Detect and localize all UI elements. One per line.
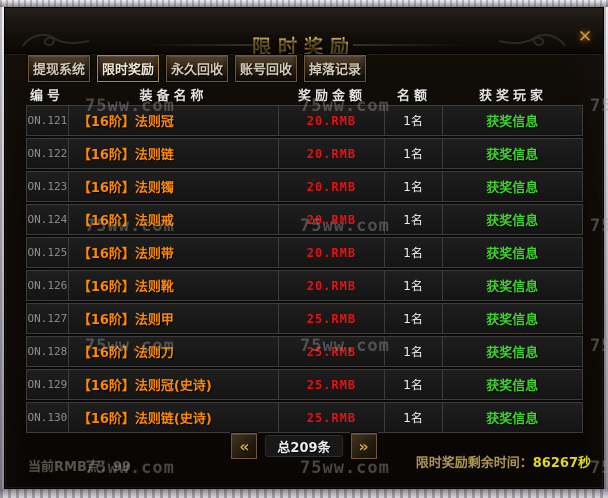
window-frame-top <box>0 0 608 7</box>
row-id: ON.128 <box>27 337 69 366</box>
header-reward-amount: 奖励金额 <box>297 89 366 104</box>
reward-amount: 20.RMB <box>279 238 385 267</box>
equipment-name: 【16阶】法则靴 <box>69 271 280 300</box>
equipment-name: 【16阶】法则刀 <box>69 337 280 366</box>
equipment-name: 【16阶】法则带 <box>69 238 280 267</box>
table-row: ON.122 【16阶】法则链 20.RMB 1名 获奖信息 <box>26 138 583 169</box>
reward-amount: 20.RMB <box>279 205 385 234</box>
equipment-name: 【16阶】法则甲 <box>69 304 280 333</box>
table-header: 编号 装备名称 奖励金额 名额 获奖玩家 <box>26 85 583 104</box>
header-equipment-name: 装备名称 <box>139 89 208 104</box>
table-row: ON.121 【16阶】法则冠 20.RMB 1名 获奖信息 <box>26 105 583 136</box>
title-divider-left <box>143 44 255 46</box>
row-id: ON.122 <box>27 139 69 168</box>
title-bar: 限时奖励 <box>5 8 603 58</box>
quota: 1名 <box>385 205 443 234</box>
scroll-ornament-right <box>498 33 566 47</box>
winner-info-link[interactable]: 获奖信息 <box>486 412 539 427</box>
row-id: ON.124 <box>27 205 69 234</box>
quota: 1名 <box>385 139 443 168</box>
scroll-ornament-left <box>22 33 90 47</box>
table-body: ON.121 【16阶】法则冠 20.RMB 1名 获奖信息 ON.122 【1… <box>26 105 583 433</box>
window-frame-bottom <box>0 489 608 498</box>
winner-info-link[interactable]: 获奖信息 <box>486 313 539 328</box>
winner-info-link[interactable]: 获奖信息 <box>486 214 539 229</box>
row-id: ON.129 <box>27 370 69 399</box>
winner-info-link[interactable]: 获奖信息 <box>486 346 539 361</box>
table-row: ON.126 【16阶】法则靴 20.RMB 1名 获奖信息 <box>26 270 583 301</box>
window-title: 限时奖励 <box>5 32 603 59</box>
row-id: ON.127 <box>27 304 69 333</box>
total-count-label: 总209条 <box>265 435 343 457</box>
window-frame-right <box>604 7 608 489</box>
quota: 1名 <box>385 106 443 135</box>
row-id: ON.126 <box>27 271 69 300</box>
header-quota: 名额 <box>396 89 431 104</box>
tab-permanent-recycle[interactable]: 永久回收 <box>165 54 229 83</box>
remaining-time: 限时奖励剩余时间：86267秒 <box>416 452 591 471</box>
table-row: ON.127 【16阶】法则甲 25.RMB 1名 获奖信息 <box>26 303 583 334</box>
reward-amount: 25.RMB <box>279 403 385 432</box>
header-winner: 获奖玩家 <box>478 89 547 104</box>
table-row: ON.125 【16阶】法则带 20.RMB 1名 获奖信息 <box>26 237 583 268</box>
row-id: ON.123 <box>27 172 69 201</box>
current-rmb-points: 当前RMB点：99 <box>28 460 131 475</box>
remaining-time-value: 86267秒 <box>532 456 591 471</box>
reward-amount: 25.RMB <box>279 337 385 366</box>
equipment-name: 【16阶】法则镯 <box>69 172 280 201</box>
quota: 1名 <box>385 337 443 366</box>
tab-account-recycle[interactable]: 账号回收 <box>234 54 298 83</box>
quota: 1名 <box>385 403 443 432</box>
table-row: ON.124 【16阶】法则戒 20.RMB 1名 获奖信息 <box>26 204 583 235</box>
tab-withdraw-system[interactable]: 提现系统 <box>27 54 91 83</box>
pagination: « 总209条 » <box>0 432 608 460</box>
window-frame-left <box>0 7 4 489</box>
reward-amount: 25.RMB <box>279 370 385 399</box>
reward-amount: 20.RMB <box>279 172 385 201</box>
equipment-name: 【16阶】法则冠(史诗) <box>69 370 280 399</box>
reward-amount: 20.RMB <box>279 139 385 168</box>
tab-bar: 提现系统 限时奖励 永久回收 账号回收 掉落记录 <box>27 54 367 83</box>
quota: 1名 <box>385 370 443 399</box>
table-row: ON.128 【16阶】法则刀 25.RMB 1名 获奖信息 <box>26 336 583 367</box>
reward-amount: 20.RMB <box>279 106 385 135</box>
reward-amount: 20.RMB <box>279 271 385 300</box>
quota: 1名 <box>385 304 443 333</box>
table-row: ON.129 【16阶】法则冠(史诗) 25.RMB 1名 获奖信息 <box>26 369 583 400</box>
equipment-name: 【16阶】法则链 <box>69 139 280 168</box>
quota: 1名 <box>385 238 443 267</box>
table-row: ON.130 【16阶】法则链(史诗) 25.RMB 1名 获奖信息 <box>26 402 583 433</box>
reward-amount: 25.RMB <box>279 304 385 333</box>
winner-info-link[interactable]: 获奖信息 <box>486 280 539 295</box>
winner-info-link[interactable]: 获奖信息 <box>486 148 539 163</box>
winner-info-link[interactable]: 获奖信息 <box>486 181 539 196</box>
remaining-time-label: 限时奖励剩余时间： <box>415 456 533 471</box>
prev-page-button[interactable]: « <box>230 432 259 460</box>
winner-info-link[interactable]: 获奖信息 <box>486 115 539 130</box>
row-id: ON.125 <box>27 238 69 267</box>
tab-limited-time-reward[interactable]: 限时奖励 <box>96 54 160 83</box>
title-divider-right <box>353 44 465 46</box>
equipment-name: 【16阶】法则戒 <box>69 205 280 234</box>
equipment-name: 【16阶】法则冠 <box>69 106 280 135</box>
equipment-name: 【16阶】法则链(史诗) <box>69 403 280 432</box>
row-id: ON.121 <box>27 106 69 135</box>
next-page-button[interactable]: » <box>349 432 378 460</box>
header-id: 编号 <box>29 89 64 104</box>
tab-drop-record[interactable]: 掉落记录 <box>303 54 367 83</box>
row-id: ON.130 <box>27 403 69 432</box>
quota: 1名 <box>385 172 443 201</box>
winner-info-link[interactable]: 获奖信息 <box>486 379 539 394</box>
winner-info-link[interactable]: 获奖信息 <box>486 247 539 262</box>
quota: 1名 <box>385 271 443 300</box>
table-row: ON.123 【16阶】法则镯 20.RMB 1名 获奖信息 <box>26 171 583 202</box>
close-icon[interactable]: ✕ <box>574 26 596 48</box>
